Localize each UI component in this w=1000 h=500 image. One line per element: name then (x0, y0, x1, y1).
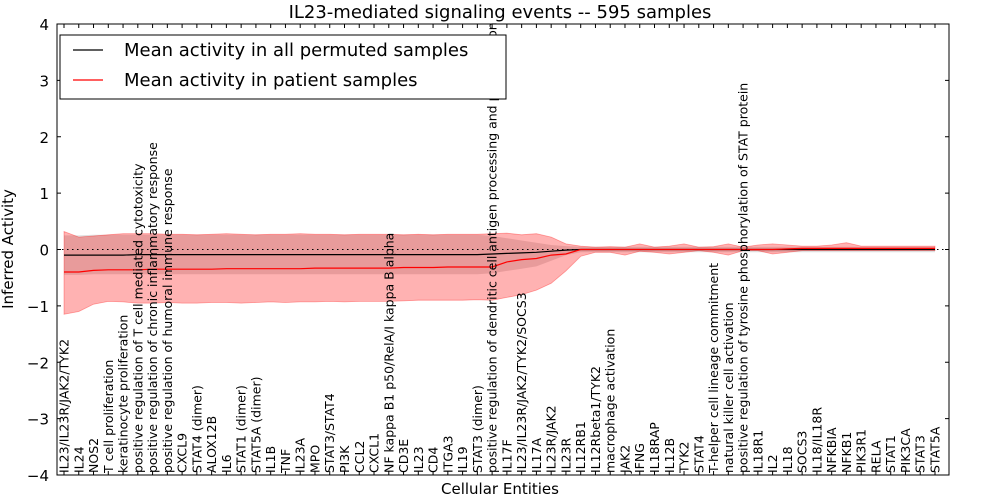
x-tick-label: IL12RB1 (573, 421, 588, 473)
x-tick-label: CD4 (426, 447, 441, 473)
x-tick-label: NFKB1 (839, 432, 854, 473)
x-tick-label: ALOX12B (204, 416, 219, 473)
x-tick-label: MPO (308, 445, 323, 473)
x-tick-label: RELA (868, 440, 883, 473)
y-tick-label: −1 (27, 298, 49, 316)
x-tick-label: IL18/IL18R (809, 407, 824, 473)
x-tick-label: IL23/IL23R/JAK2/TYK2 (57, 339, 72, 473)
legend-label-patient: Mean activity in patient samples (124, 70, 418, 91)
x-tick-label: positive regulation of tyrosine phosphor… (736, 83, 751, 473)
x-tick-label: ITGA3 (440, 435, 455, 473)
y-tick-label: −4 (27, 467, 49, 485)
x-tick-label: STAT3 (dimer) (470, 385, 485, 473)
x-tick-label: TNF (278, 449, 293, 474)
y-tick-label: 3 (39, 72, 49, 90)
x-tick-label: NF kappa B1 p50/RelA/I kappa B alpha (381, 233, 396, 473)
x-tick-label: CXCL1 (367, 433, 382, 473)
x-tick-label: STAT5A (928, 426, 943, 473)
x-tick-label: IL23 (411, 446, 426, 473)
x-tick-label: positive regulation of T cell mediated c… (130, 163, 145, 473)
x-tick-label: CCL2 (352, 441, 367, 473)
x-tick-label: IL17F (499, 439, 514, 473)
x-tick-label: PIK3CA (898, 428, 913, 473)
x-tick-label: IL6 (219, 454, 234, 473)
x-tick-label: NOS2 (86, 438, 101, 473)
x-tick-label: IL18 (780, 446, 795, 473)
x-tick-label: IL23R (558, 437, 573, 473)
x-tick-label: keratinocyte proliferation (116, 315, 131, 473)
x-axis-ticks (63, 24, 936, 475)
x-tick-label: IL18R1 (750, 430, 765, 473)
x-tick-label: STAT1 (883, 435, 898, 473)
y-tick-label: −2 (27, 354, 49, 372)
x-tick-label: T-helper cell lineage commitment (706, 263, 721, 474)
y-tick-label: 1 (39, 185, 49, 203)
x-tick-label: IL23R/JAK2 (544, 405, 559, 473)
x-tick-label: positive regulation of humoral immune re… (160, 168, 175, 473)
x-tick-labels: IL23/IL23R/JAK2/TYK2 IL24 NOS2 T cell proli… (57, 22, 943, 474)
y-axis-label: Inferred Activity (0, 189, 17, 309)
series-lines (64, 247, 935, 273)
x-tick-label: IL19 (455, 446, 470, 473)
x-tick-label: IL12Rbeta1/TYK2 (588, 366, 603, 473)
x-tick-label: STAT5A (dimer) (248, 377, 263, 473)
x-axis-label: Cellular Entities (441, 480, 559, 498)
x-tick-label: STAT4 (dimer) (189, 385, 204, 473)
y-tick-label: 2 (39, 129, 49, 147)
band-permuted (64, 234, 935, 275)
x-tick-label: CD3E (396, 439, 411, 473)
x-tick-label: IL23/IL23R/JAK2/TYK2/SOCS3 (514, 292, 529, 473)
x-tick-label: SOCS3 (795, 431, 810, 473)
x-tick-label: PIK3R1 (854, 429, 869, 473)
y-tick-label: −3 (27, 411, 49, 429)
x-tick-label: STAT1 (dimer) (234, 385, 249, 473)
legend-box (59, 34, 507, 100)
x-tick-label: PI3K (337, 445, 352, 473)
x-tick-label: STAT3/STAT4 (322, 393, 337, 473)
x-tick-label: STAT4 (691, 435, 706, 473)
x-tick-label: STAT3 (913, 435, 928, 473)
line-permuted (64, 248, 935, 256)
y-tick-label: 0 (39, 242, 49, 260)
band-patient (63, 230, 936, 315)
x-tick-label: IFNG (632, 443, 647, 473)
chart-title: IL23-mediated signaling events -- 595 sa… (289, 2, 712, 23)
x-tick-label: IL12B (662, 438, 677, 473)
x-tick-label: positive regulation of dendritic cell an… (485, 22, 500, 473)
x-tick-label: IL1B (263, 446, 278, 473)
x-tick-label: JAK2 (618, 445, 633, 474)
x-tick-label: IL18RAP (647, 422, 662, 473)
x-tick-label: NFKBIA (824, 427, 839, 473)
x-tick-label: CXCL9 (175, 433, 190, 473)
legend: Mean activity in all permuted samples Me… (59, 34, 507, 100)
x-tick-label: IL23A (293, 437, 308, 473)
line-patient (64, 247, 935, 273)
legend-label-permuted: Mean activity in all permuted samples (124, 40, 468, 61)
x-tick-label: TYK2 (677, 442, 692, 474)
x-tick-label: T cell proliferation (101, 360, 116, 474)
x-tick-label: macrophage activation (603, 329, 618, 473)
x-tick-label: natural killer cell activation (721, 302, 736, 473)
x-tick-label: positive regulation of chronic inflammat… (145, 142, 160, 473)
x-tick-label: IL2 (765, 454, 780, 473)
x-tick-label: IL24 (71, 446, 86, 473)
y-axis-ticks: −4 −3 −2 −1 0 1 2 3 4 (27, 16, 949, 485)
confidence-bands (63, 230, 936, 315)
y-tick-label: 4 (39, 16, 49, 34)
x-tick-label: IL17A (529, 437, 544, 473)
